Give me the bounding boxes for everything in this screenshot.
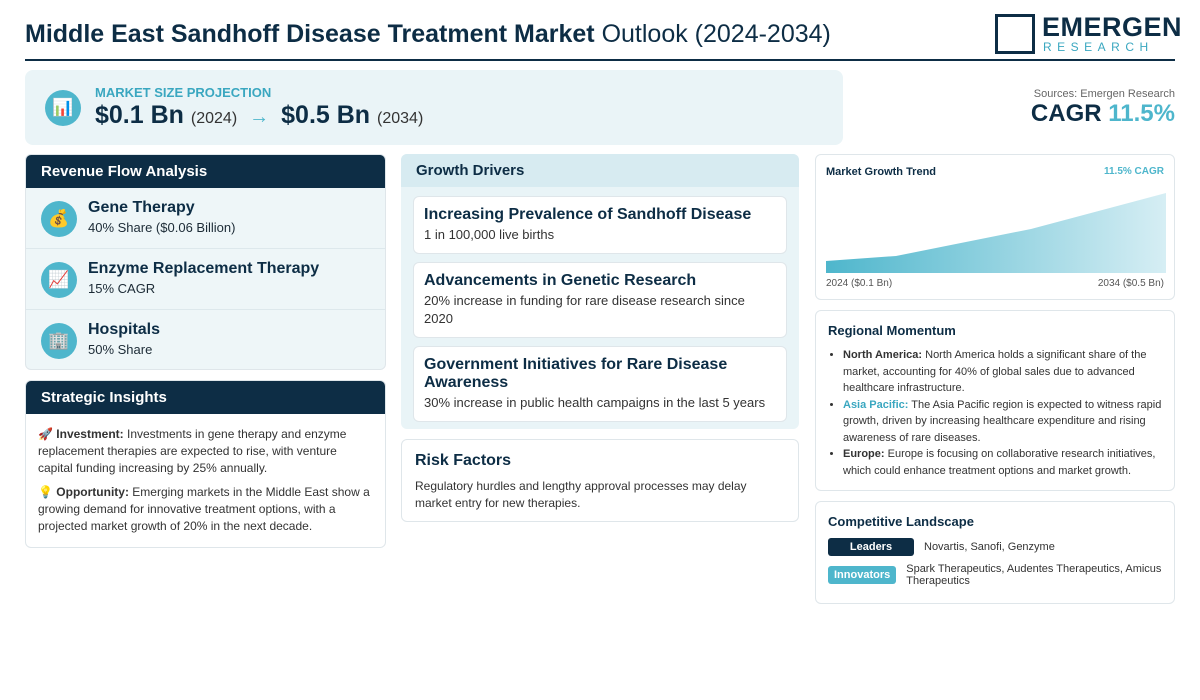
- region: North America: North America holds a sig…: [843, 347, 1162, 397]
- driver: Advancements in Genetic Research 20% incr…: [413, 262, 787, 338]
- regional-momentum: Regional Momentum North America: North Am…: [815, 310, 1175, 491]
- header-rule: [25, 59, 1175, 61]
- start-value: $0.1 Bn: [95, 101, 184, 129]
- insight-text: Emerging markets in the Middle East show…: [38, 485, 370, 533]
- cagr-label: CAGR: [1030, 100, 1102, 127]
- revenue-item: 💰 Gene Therapy 40% Share ($0.06 Billion): [26, 188, 385, 249]
- region-text: North America holds a significant share …: [843, 349, 1147, 394]
- driver-title: Advancements in Genetic Research: [424, 272, 697, 289]
- revenue-item: 📈 Enzyme Replacement Therapy 15% CAGR: [26, 249, 385, 310]
- cagr-value: 11.5%: [1108, 100, 1175, 127]
- insight-text: Investments in gene therapy and enzyme r…: [38, 427, 347, 475]
- tag: Innovators: [828, 566, 897, 584]
- label: MARKET SIZE PROJECTION: [95, 85, 272, 100]
- growth-drivers: Growth Drivers Increasing Prevalence of S…: [401, 154, 799, 429]
- names: Spark Therapeutics, Audentes Therapeutic…: [906, 563, 1162, 587]
- revenue-flow: Revenue Flow Analysis 💰 Gene Therapy 40% Sh…: [25, 154, 386, 370]
- insight-label: Opportunity:: [56, 485, 129, 499]
- driver: Increasing Prevalence of Sandhoff Diseas…: [413, 196, 787, 254]
- section-title: Revenue Flow Analysis: [26, 155, 385, 188]
- region-label: North America:: [843, 349, 923, 361]
- risk-factors: Risk Factors Regulatory hurdles and lengt…: [401, 439, 799, 522]
- trend-end: 2034 ($0.5 Bn): [1097, 278, 1164, 289]
- logo: EMERGEN RESEARCH: [995, 12, 1182, 56]
- end-year: (2034): [377, 110, 424, 127]
- section-title: Growth Drivers: [401, 154, 799, 187]
- competitive-landscape: Competitive Landscape Leaders Novartis, Sa…: [815, 501, 1175, 604]
- start-year: (2024): [190, 110, 238, 127]
- icon: 📈: [41, 262, 77, 298]
- insight: 💡 Opportunity: Emerging markets in the M…: [26, 484, 385, 535]
- section-title: Strategic Insights: [26, 381, 385, 414]
- logo-bottom: RESEARCH: [1043, 40, 1154, 54]
- trend-title: Market Growth Trend: [826, 166, 937, 178]
- projection: 📊 MARKET SIZE PROJECTION $0.1 Bn (2024) →…: [25, 70, 843, 145]
- item-detail: 15% CAGR: [88, 281, 156, 296]
- title: Middle East Sandhoff Disease Treatment M…: [25, 20, 831, 49]
- icon: 💡: [38, 485, 53, 499]
- arrow: →: [249, 106, 270, 128]
- item-name: Enzyme Replacement Therapy: [88, 260, 320, 277]
- strategic-insights: Strategic Insights 🚀 Investment: Investme…: [25, 380, 386, 548]
- item-name: Hospitals: [88, 321, 161, 338]
- trend-area: [826, 193, 1166, 273]
- driver-title: Government Initiatives for Rare Disease …: [424, 356, 728, 391]
- insight: 🚀 Investment: Investments in gene therap…: [26, 426, 385, 477]
- item-detail: 40% Share ($0.06 Billion): [88, 220, 236, 235]
- cagr: CAGR 11.5%: [1031, 100, 1175, 128]
- icon: 🏢: [41, 323, 77, 359]
- driver-title: Increasing Prevalence of Sandhoff Diseas…: [424, 206, 752, 223]
- region: Europe: Europe is focusing on collaborat…: [843, 446, 1162, 479]
- region-list: North America: North America holds a sig…: [828, 347, 1162, 479]
- driver-detail: 20% increase in funding for rare disease…: [424, 293, 745, 326]
- revenue-item: 🏢 Hospitals 50% Share: [26, 310, 385, 369]
- tag: Leaders: [828, 538, 914, 556]
- region: Asia Pacific: The Asia Pacific region is…: [843, 397, 1162, 447]
- trend-cagr: 11.5% CAGR: [1103, 166, 1164, 177]
- region-text: The Asia Pacific region is expected to w…: [843, 398, 1162, 444]
- title-bold: Middle East Sandhoff Disease Treatment M…: [25, 20, 595, 48]
- driver-detail: 30% increase in public health campaigns …: [424, 395, 766, 410]
- icon: 🚀: [38, 427, 53, 441]
- competitor-row: Innovators Spark Therapeutics, Audentes T…: [828, 563, 1164, 587]
- text: Regulatory hurdles and lengthy approval …: [415, 479, 747, 510]
- values: $0.1 Bn (2024) → $0.5 Bn (2034): [95, 101, 423, 130]
- trend-start: 2024 ($0.1 Bn): [826, 278, 893, 289]
- section-title: Risk Factors: [415, 452, 512, 469]
- driver: Government Initiatives for Rare Disease …: [413, 346, 787, 422]
- insight-label: Investment:: [56, 427, 124, 441]
- icon: 💰: [41, 201, 77, 237]
- icon: 📊: [45, 90, 81, 126]
- section-title: Competitive Landscape: [828, 514, 974, 529]
- trend: Market Growth Trend 11.5% CAGR 2024 ($0.…: [815, 154, 1175, 300]
- end-value: $0.5 Bn: [281, 101, 371, 129]
- item-detail: 50% Share: [88, 342, 153, 357]
- competitor-row: Leaders Novartis, Sanofi, Genzyme: [828, 538, 1164, 556]
- driver-detail: 1 in 100,000 live births: [424, 227, 555, 242]
- logo-top: EMERGEN: [1042, 12, 1183, 42]
- section-title: Regional Momentum: [828, 323, 956, 338]
- region-label: Asia Pacific:: [843, 398, 909, 411]
- region-text: Europe is focusing on collaborative rese…: [843, 448, 1156, 477]
- item-name: Gene Therapy: [88, 199, 195, 216]
- title-rest: Outlook (2024-2034): [601, 20, 831, 48]
- names: Novartis, Sanofi, Genzyme: [924, 541, 1055, 553]
- region-label: Europe:: [843, 448, 885, 460]
- sources: Sources: Emergen Research: [1033, 88, 1175, 100]
